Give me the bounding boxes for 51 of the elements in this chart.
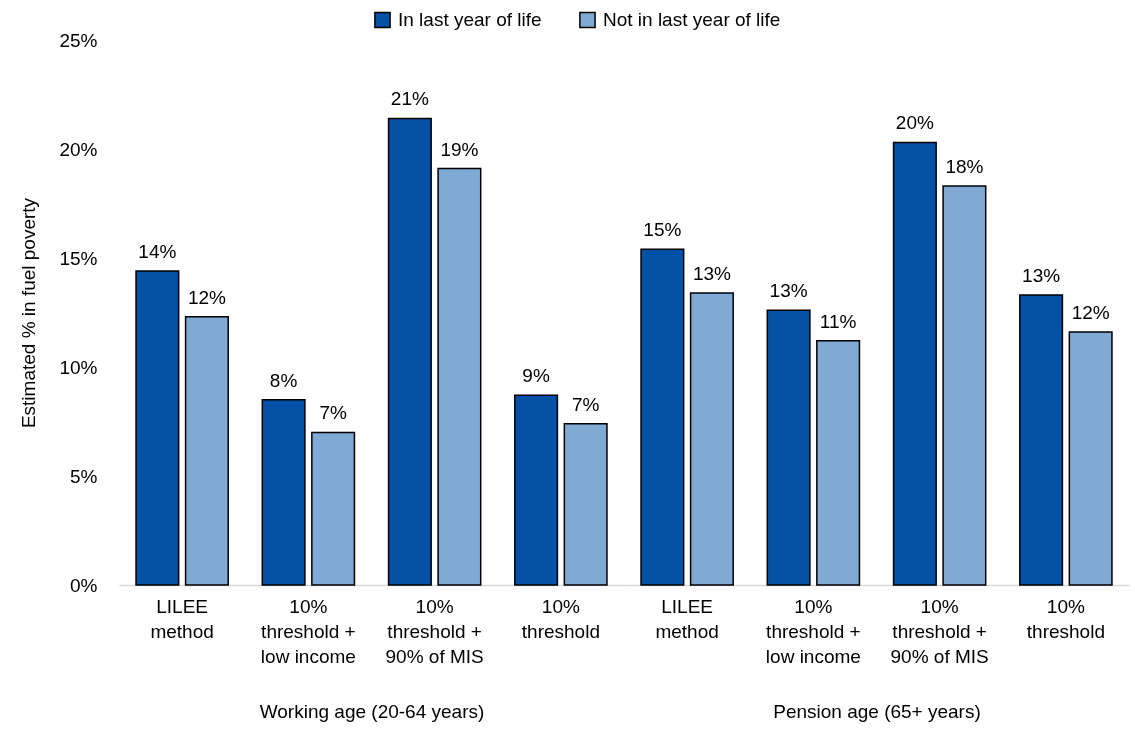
data-label: 11% (819, 310, 857, 332)
data-label: 18% (945, 156, 984, 178)
data-label: 12% (1071, 302, 1110, 324)
bar (135, 270, 180, 586)
x-tick-label: LILEE method (655, 595, 719, 642)
data-label: 13% (692, 262, 732, 284)
bar (640, 248, 685, 586)
x-tick-label: 10% threshold + low income (260, 595, 356, 667)
bar (184, 316, 229, 586)
legend-label: Not in last year of life (602, 8, 781, 30)
data-label: 20% (895, 112, 934, 134)
data-label: 7% (571, 393, 600, 415)
y-tick-label: 15% (59, 247, 98, 269)
x-tick-label: 10% threshold + 90% of MIS (890, 595, 989, 667)
x-tick-label: 10% threshold + low income (765, 595, 861, 667)
data-label: 12% (187, 286, 227, 308)
x-tick-label: LILEE method (150, 595, 214, 642)
data-label: 13% (1022, 265, 1061, 287)
data-label: 21% (390, 88, 429, 110)
data-label: 8% (269, 369, 298, 391)
bar (942, 185, 987, 586)
bar (892, 141, 937, 586)
y-tick-label: 10% (59, 356, 98, 378)
bar (1019, 294, 1064, 586)
y-tick-label: 5% (70, 465, 98, 487)
x-tick-label: 10% threshold + 90% of MIS (385, 595, 484, 667)
bar (261, 398, 306, 586)
y-tick-label: 25% (59, 29, 98, 51)
bar (766, 309, 811, 586)
y-tick-label: 0% (70, 574, 98, 596)
data-label: 9% (522, 365, 550, 387)
bar (387, 117, 432, 586)
data-label: 7% (319, 402, 347, 424)
y-tick-label: 20% (59, 138, 98, 160)
x-axis-title: Pension age (65+ years) (773, 700, 981, 722)
bar (563, 422, 608, 586)
bar (1068, 331, 1113, 586)
x-tick-label: 10% threshold (1026, 595, 1105, 642)
data-label: 15% (643, 219, 682, 241)
bar (689, 292, 734, 586)
bar (514, 394, 559, 586)
data-label: 19% (440, 138, 479, 160)
data-label: 13% (769, 280, 808, 302)
bar (437, 167, 482, 586)
y-axis-title: Estimated % in fuel poverty (18, 197, 40, 429)
bar (311, 431, 356, 586)
bar (816, 340, 861, 586)
x-axis-title: Working age (20-64 years) (259, 700, 485, 722)
legend-label: In last year of life (397, 8, 542, 30)
data-label: 14% (138, 241, 177, 263)
x-tick-label: 10% threshold (521, 595, 600, 642)
